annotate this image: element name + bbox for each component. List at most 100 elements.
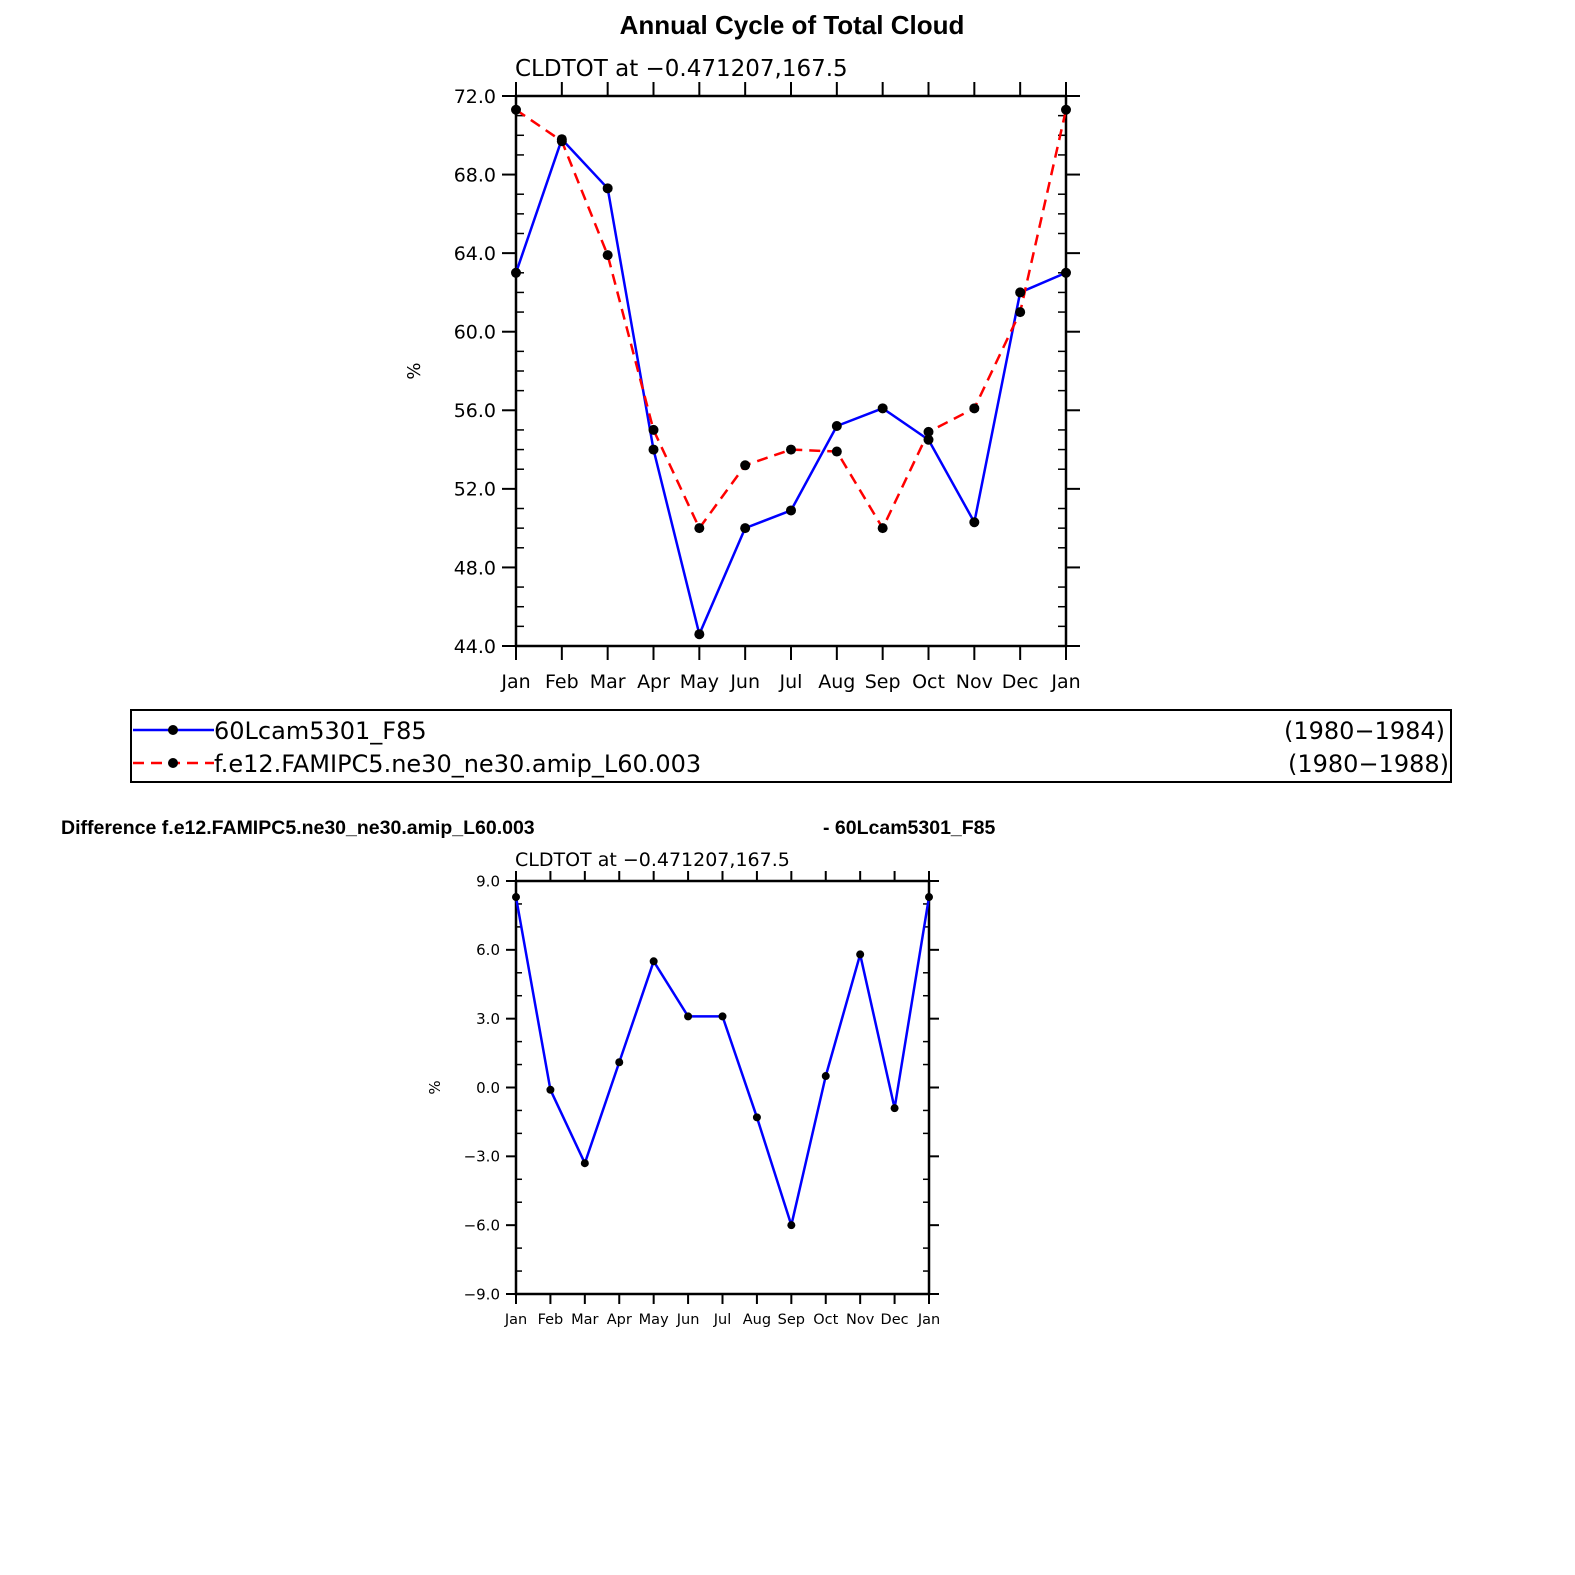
- chart-title: Annual Cycle of Total Cloud: [620, 10, 965, 40]
- series-1-point: [740, 523, 751, 534]
- series-1-point: [856, 950, 865, 959]
- y-tick-label: 44.0: [454, 636, 496, 658]
- difference-title: Difference f.e12.FAMIPC5.ne30_ne30.amip_…: [61, 817, 535, 839]
- y-tick-label: 52.0: [454, 479, 496, 501]
- series-1-point: [821, 1072, 830, 1081]
- series-2-point: [923, 426, 934, 437]
- series-1-point: [580, 1159, 589, 1168]
- series-1-point: [718, 1012, 727, 1021]
- series-2-point: [740, 460, 751, 471]
- x-tick-label: Dec: [881, 1312, 909, 1328]
- chart-subtitle: CLDTOT at −0.471207,167.5: [515, 56, 848, 82]
- x-tick-label: Apr: [607, 1312, 632, 1328]
- legend-period-series-2: (1980−1988): [1288, 750, 1449, 778]
- y-tick-label: 64.0: [454, 243, 496, 265]
- series-1-point: [602, 183, 613, 194]
- y-tick-label: 3.0: [476, 1010, 500, 1028]
- y-tick-label: −9.0: [464, 1285, 500, 1303]
- series-1-point: [786, 505, 796, 516]
- x-tick-label: May: [680, 671, 719, 693]
- legend-label-series-2: f.e12.FAMIPC5.ne30_ne30.amip_L60.003: [214, 750, 701, 778]
- series-1-point: [615, 1058, 624, 1067]
- y-axis-label: %: [426, 1080, 444, 1094]
- series-1-point: [511, 267, 521, 278]
- y-tick-label: 72.0: [454, 86, 496, 108]
- x-tick-label: Feb: [545, 671, 579, 693]
- y-tick-label: 6.0: [476, 941, 500, 959]
- legend-label-series-1: 60Lcam5301_F85: [214, 717, 427, 745]
- x-tick-label: Jul: [713, 1312, 732, 1328]
- x-tick-label: Oct: [912, 671, 945, 693]
- series-2-point: [1015, 307, 1026, 318]
- series-1-point: [684, 1012, 693, 1021]
- series-1-point: [831, 421, 842, 431]
- x-tick-label: Apr: [637, 671, 670, 693]
- series-2-point: [831, 446, 842, 457]
- x-tick-label: Sep: [778, 1312, 805, 1328]
- y-tick-label: 56.0: [454, 400, 496, 422]
- series-1-point: [694, 629, 705, 640]
- series-1-point: [1061, 267, 1071, 278]
- x-tick-label: Jan: [500, 671, 530, 693]
- series-2-point: [648, 424, 659, 435]
- legend-box: [130, 709, 1452, 783]
- x-tick-label: Sep: [865, 671, 901, 693]
- series-1-point: [925, 893, 933, 902]
- y-tick-label: 48.0: [454, 557, 496, 579]
- x-tick-label: Jul: [779, 671, 803, 693]
- y-tick-label: 9.0: [476, 872, 500, 890]
- series-2-point: [694, 523, 705, 534]
- plot-frame: [514, 879, 931, 1296]
- x-tick-label: Jan: [504, 1312, 527, 1328]
- x-tick-label: Mar: [571, 1312, 598, 1328]
- series-2-point: [1061, 104, 1071, 115]
- x-tick-label: Jan: [1050, 671, 1080, 693]
- series-1-point: [923, 434, 934, 445]
- series-1-point: [752, 1113, 761, 1122]
- series-1-point: [877, 403, 888, 414]
- series-1-point: [787, 1221, 796, 1230]
- x-tick-label: Jan: [917, 1312, 940, 1328]
- series-1-point: [1015, 287, 1026, 298]
- legend-marker-series-1: [168, 725, 178, 735]
- series-2-point: [877, 523, 888, 534]
- x-tick-label: Jun: [676, 1312, 700, 1328]
- x-tick-label: Feb: [538, 1312, 564, 1328]
- y-axis-label: %: [404, 362, 425, 379]
- series-line-2: [515, 108, 1068, 530]
- series-1-point: [649, 957, 658, 966]
- series-2-point: [511, 104, 521, 115]
- x-tick-label: Aug: [743, 1312, 771, 1328]
- series-1-point: [969, 517, 980, 528]
- main-line-chart: 44.0 48.0 52.0 56.0 60.0 64.0 68.0 72.0 Jan Feb Ma…: [404, 82, 1081, 693]
- series-1-point: [648, 444, 659, 455]
- legend: 60Lcam5301_F85 (1980−1984) f.e12.FAMIPC5…: [130, 709, 1452, 783]
- x-tick-label: Nov: [956, 671, 993, 693]
- x-tick-label: May: [639, 1312, 669, 1328]
- series-2-point: [969, 403, 980, 414]
- y-tick-label: 0.0: [476, 1079, 500, 1097]
- series-1-point: [512, 893, 520, 902]
- series-1-point: [890, 1104, 899, 1113]
- y-tick-label: −3.0: [464, 1148, 500, 1166]
- x-tick-label: Nov: [846, 1312, 875, 1328]
- series-2-point: [556, 136, 567, 147]
- y-tick-label: −6.0: [464, 1217, 500, 1235]
- legend-marker-series-2: [168, 758, 178, 768]
- x-tick-label: Mar: [590, 671, 626, 693]
- difference-subtitle: CLDTOT at −0.471207,167.5: [515, 849, 790, 871]
- x-tick-label: Jun: [729, 671, 760, 693]
- series-2-point: [786, 444, 796, 455]
- y-tick-label: 60.0: [454, 322, 496, 344]
- legend-period-series-1: (1980−1984): [1284, 717, 1445, 745]
- difference-title-right: - 60Lcam5301_F85: [823, 817, 996, 839]
- series-1-point: [546, 1085, 555, 1094]
- x-tick-label: Aug: [818, 671, 855, 693]
- series-2-point: [602, 250, 613, 261]
- series-line-1: [514, 896, 931, 1227]
- y-tick-label: 68.0: [454, 164, 496, 186]
- x-tick-label: Dec: [1002, 671, 1039, 693]
- difference-line-chart: −9.0 −6.0 −3.0 0.0 3.0 6.0 9.0 Jan Feb Mar Apr May J…: [426, 871, 940, 1328]
- x-tick-label: Oct: [813, 1312, 838, 1328]
